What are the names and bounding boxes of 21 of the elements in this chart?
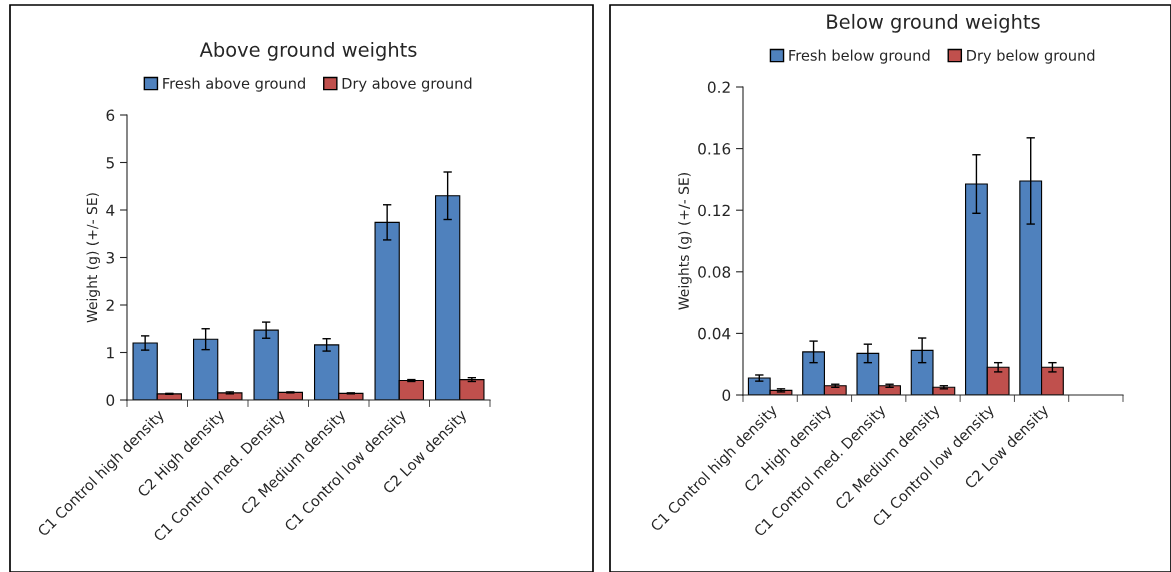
y-tick-label: 0.16: [698, 143, 731, 155]
legend-label: Dry below ground: [967, 49, 1095, 64]
y-tick-label: 0.08: [698, 266, 731, 278]
y-tick-label: 0.2: [707, 81, 730, 94]
y-tick-label: 4: [106, 204, 115, 216]
y-tick-label: 2: [106, 299, 114, 311]
y-tick-label: 6: [106, 109, 115, 122]
y-axis-title: Weights (g) (+/- SE): [678, 173, 692, 310]
y-tick-label: 3: [106, 251, 114, 264]
y-tick-label: 0.04: [698, 327, 731, 340]
y-tick-label: 5: [106, 157, 114, 169]
y-tick-label: 1: [107, 347, 114, 359]
legend-label: Dry above ground: [342, 77, 472, 92]
chart-title: Above ground weights: [199, 41, 417, 61]
legend-label: Fresh above ground: [163, 77, 305, 92]
chart-title: Below ground weights: [827, 13, 1040, 33]
y-tick-label: 0: [722, 389, 731, 402]
y-axis-title: Weight (g) (+/- SE): [86, 193, 100, 323]
y-tick-label: 0.12: [698, 204, 730, 217]
legend-label: Fresh below ground: [789, 49, 930, 64]
y-tick-label: 0: [106, 394, 115, 407]
